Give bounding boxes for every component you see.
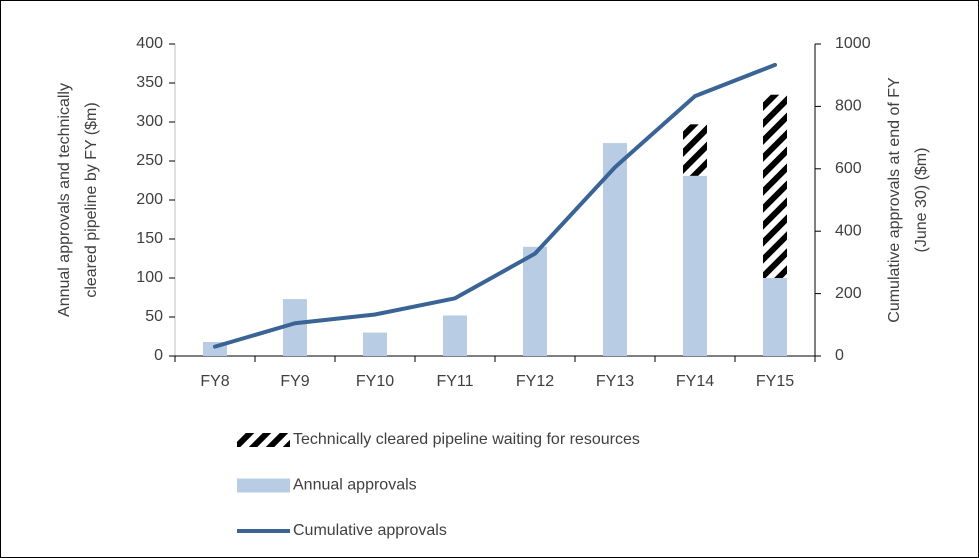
legend-label: Cumulative approvals [293, 522, 447, 539]
x-tick-label: FY8 [200, 373, 229, 390]
x-tick-label: FY15 [756, 373, 794, 390]
y2-axis-label: (June 30) ($m) [913, 148, 930, 253]
axis-labels: Annual approvals and technically cleared… [56, 77, 930, 323]
legend-label: Annual approvals [293, 477, 417, 494]
y-tick-label: 100 [136, 269, 163, 286]
y-tick-label: 400 [136, 35, 163, 52]
legend-swatch [237, 478, 290, 493]
bar [443, 315, 467, 356]
bar [683, 175, 707, 356]
y-axis-label: Annual approvals and technically [56, 83, 73, 317]
y2-tick-label: 200 [835, 285, 862, 302]
x-tick-label: FY9 [280, 373, 309, 390]
legend-label: Technically cleared pipeline waiting for… [293, 431, 640, 448]
y-tick-label: 250 [136, 152, 163, 169]
line [213, 62, 777, 349]
x-tick-label: FY14 [676, 373, 714, 390]
y2-tick-label: 1000 [835, 35, 871, 52]
bar [363, 332, 387, 356]
y-tick-label: 150 [136, 230, 163, 247]
bar [683, 124, 707, 176]
bar [763, 278, 787, 356]
bar [523, 246, 547, 356]
y2-tick-label: 0 [835, 347, 844, 364]
x-tick-label: FY10 [356, 373, 394, 390]
x-tick-label: FY12 [516, 373, 554, 390]
y2-axis-label: Cumulative approvals at end of FY [886, 77, 903, 323]
y2-tick-label: 800 [835, 98, 862, 115]
y-tick-label: 350 [136, 74, 163, 91]
y-tick-label: 50 [145, 308, 163, 325]
y-tick-label: 0 [154, 347, 163, 364]
y2-tick-label: 400 [835, 222, 862, 239]
x-tick-label: FY13 [596, 373, 634, 390]
bar [763, 94, 787, 278]
legend-swatch [237, 433, 290, 447]
y2-tick-label: 600 [835, 160, 862, 177]
x-tick-label: FY11 [436, 373, 473, 390]
y-tick-label: 200 [136, 191, 163, 208]
y-tick-label: 300 [136, 113, 163, 130]
y-axis-label: cleared pipeline by FY ($m) [83, 102, 100, 297]
